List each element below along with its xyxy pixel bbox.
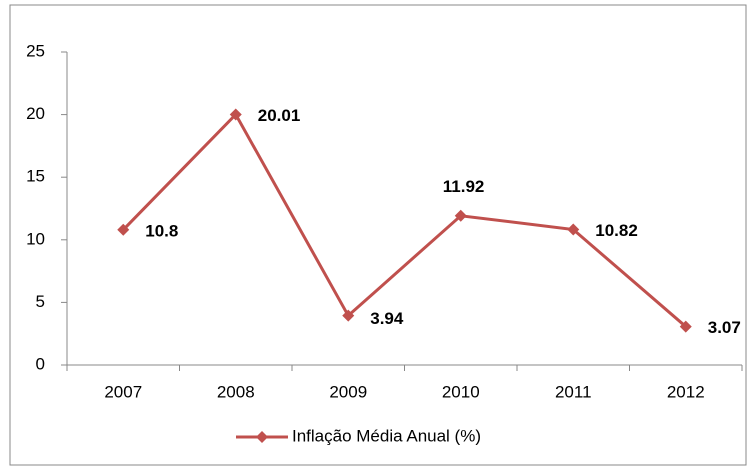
legend-label: Inflação Média Anual (%) [292, 426, 481, 445]
data-label: 10.8 [145, 221, 178, 240]
point-marker [567, 223, 580, 236]
x-tick-label: 2008 [217, 382, 255, 401]
data-label: 3.07 [708, 318, 741, 337]
data-label: 10.82 [595, 221, 638, 240]
y-tick-label: 25 [26, 41, 45, 60]
point-marker [342, 309, 355, 322]
x-tick-label: 2011 [555, 382, 592, 401]
y-tick-label: 5 [36, 292, 45, 311]
y-tick-label: 0 [36, 354, 45, 373]
x-tick-label: 2010 [442, 382, 480, 401]
x-tick-label: 2009 [329, 382, 367, 401]
point-marker [229, 108, 242, 121]
x-tick-label: 2012 [667, 382, 705, 401]
legend-marker [256, 431, 268, 443]
data-label: 20.01 [258, 106, 301, 125]
x-tick-label: 2007 [104, 382, 142, 401]
point-marker [454, 209, 467, 222]
y-tick-label: 15 [26, 167, 45, 186]
chart-border [9, 4, 747, 466]
y-tick-label: 10 [26, 229, 45, 248]
series-line [122, 111, 687, 328]
point-marker [679, 320, 692, 333]
y-tick-label: 20 [26, 104, 45, 123]
point-marker [117, 223, 130, 236]
data-label: 11.92 [443, 177, 485, 196]
data-label: 3.94 [370, 309, 404, 328]
